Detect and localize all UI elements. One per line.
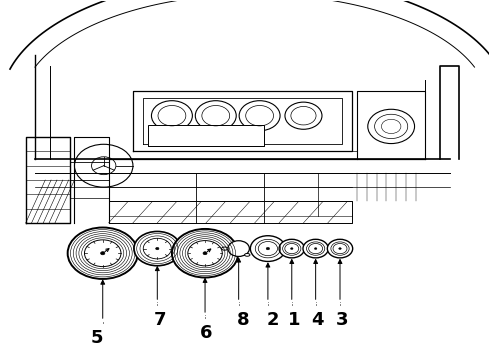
Circle shape (84, 240, 121, 267)
Text: 7: 7 (153, 311, 166, 329)
Circle shape (228, 241, 249, 256)
Text: 1: 1 (288, 311, 300, 329)
Circle shape (203, 252, 207, 255)
Circle shape (315, 248, 317, 249)
Text: 3: 3 (336, 311, 349, 329)
Circle shape (285, 243, 299, 254)
Circle shape (196, 101, 236, 131)
Circle shape (68, 228, 138, 279)
Text: 6: 6 (200, 324, 212, 342)
Circle shape (285, 102, 322, 129)
Text: 5: 5 (90, 329, 102, 347)
Circle shape (239, 101, 280, 131)
Text: 4: 4 (311, 311, 323, 329)
Circle shape (258, 242, 277, 256)
Circle shape (368, 109, 415, 144)
Circle shape (266, 247, 270, 250)
Circle shape (156, 247, 159, 250)
Circle shape (151, 101, 193, 131)
Circle shape (327, 239, 353, 258)
Circle shape (333, 243, 347, 254)
Text: 8: 8 (237, 311, 250, 329)
Circle shape (134, 231, 181, 266)
Circle shape (303, 239, 328, 258)
Circle shape (309, 243, 322, 254)
Bar (147, 125, 265, 146)
Circle shape (339, 248, 341, 249)
Circle shape (279, 239, 304, 258)
Circle shape (291, 248, 293, 249)
Circle shape (188, 240, 222, 266)
Circle shape (172, 229, 238, 278)
Ellipse shape (245, 253, 250, 256)
Circle shape (100, 252, 105, 255)
Circle shape (250, 236, 286, 261)
Ellipse shape (221, 247, 228, 250)
Text: 2: 2 (267, 311, 279, 329)
Circle shape (143, 238, 171, 259)
